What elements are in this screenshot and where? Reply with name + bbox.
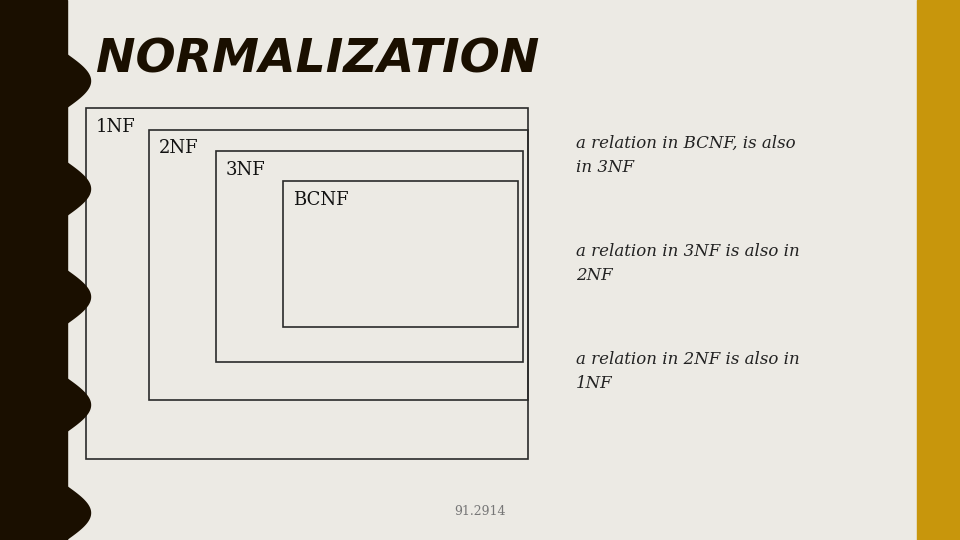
Bar	[86, 108, 528, 459]
Text: a relation in 2NF is also in
1NF: a relation in 2NF is also in 1NF	[576, 351, 800, 392]
Text: a relation in 3NF is also in
2NF: a relation in 3NF is also in 2NF	[576, 243, 800, 284]
Text: a relation in BCNF, is also
in 3NF: a relation in BCNF, is also in 3NF	[576, 135, 796, 176]
Text: NORMALIZATION: NORMALIZATION	[96, 38, 540, 83]
Text: BCNF: BCNF	[293, 191, 348, 208]
Text: 3NF: 3NF	[226, 161, 265, 179]
Text: 1NF: 1NF	[96, 118, 135, 136]
Bar	[216, 151, 523, 362]
Text: 91.2914: 91.2914	[454, 505, 506, 518]
Bar	[283, 181, 518, 327]
Text: 2NF: 2NF	[158, 139, 198, 157]
Bar	[149, 130, 528, 400]
Text: 8: 8	[924, 505, 931, 518]
